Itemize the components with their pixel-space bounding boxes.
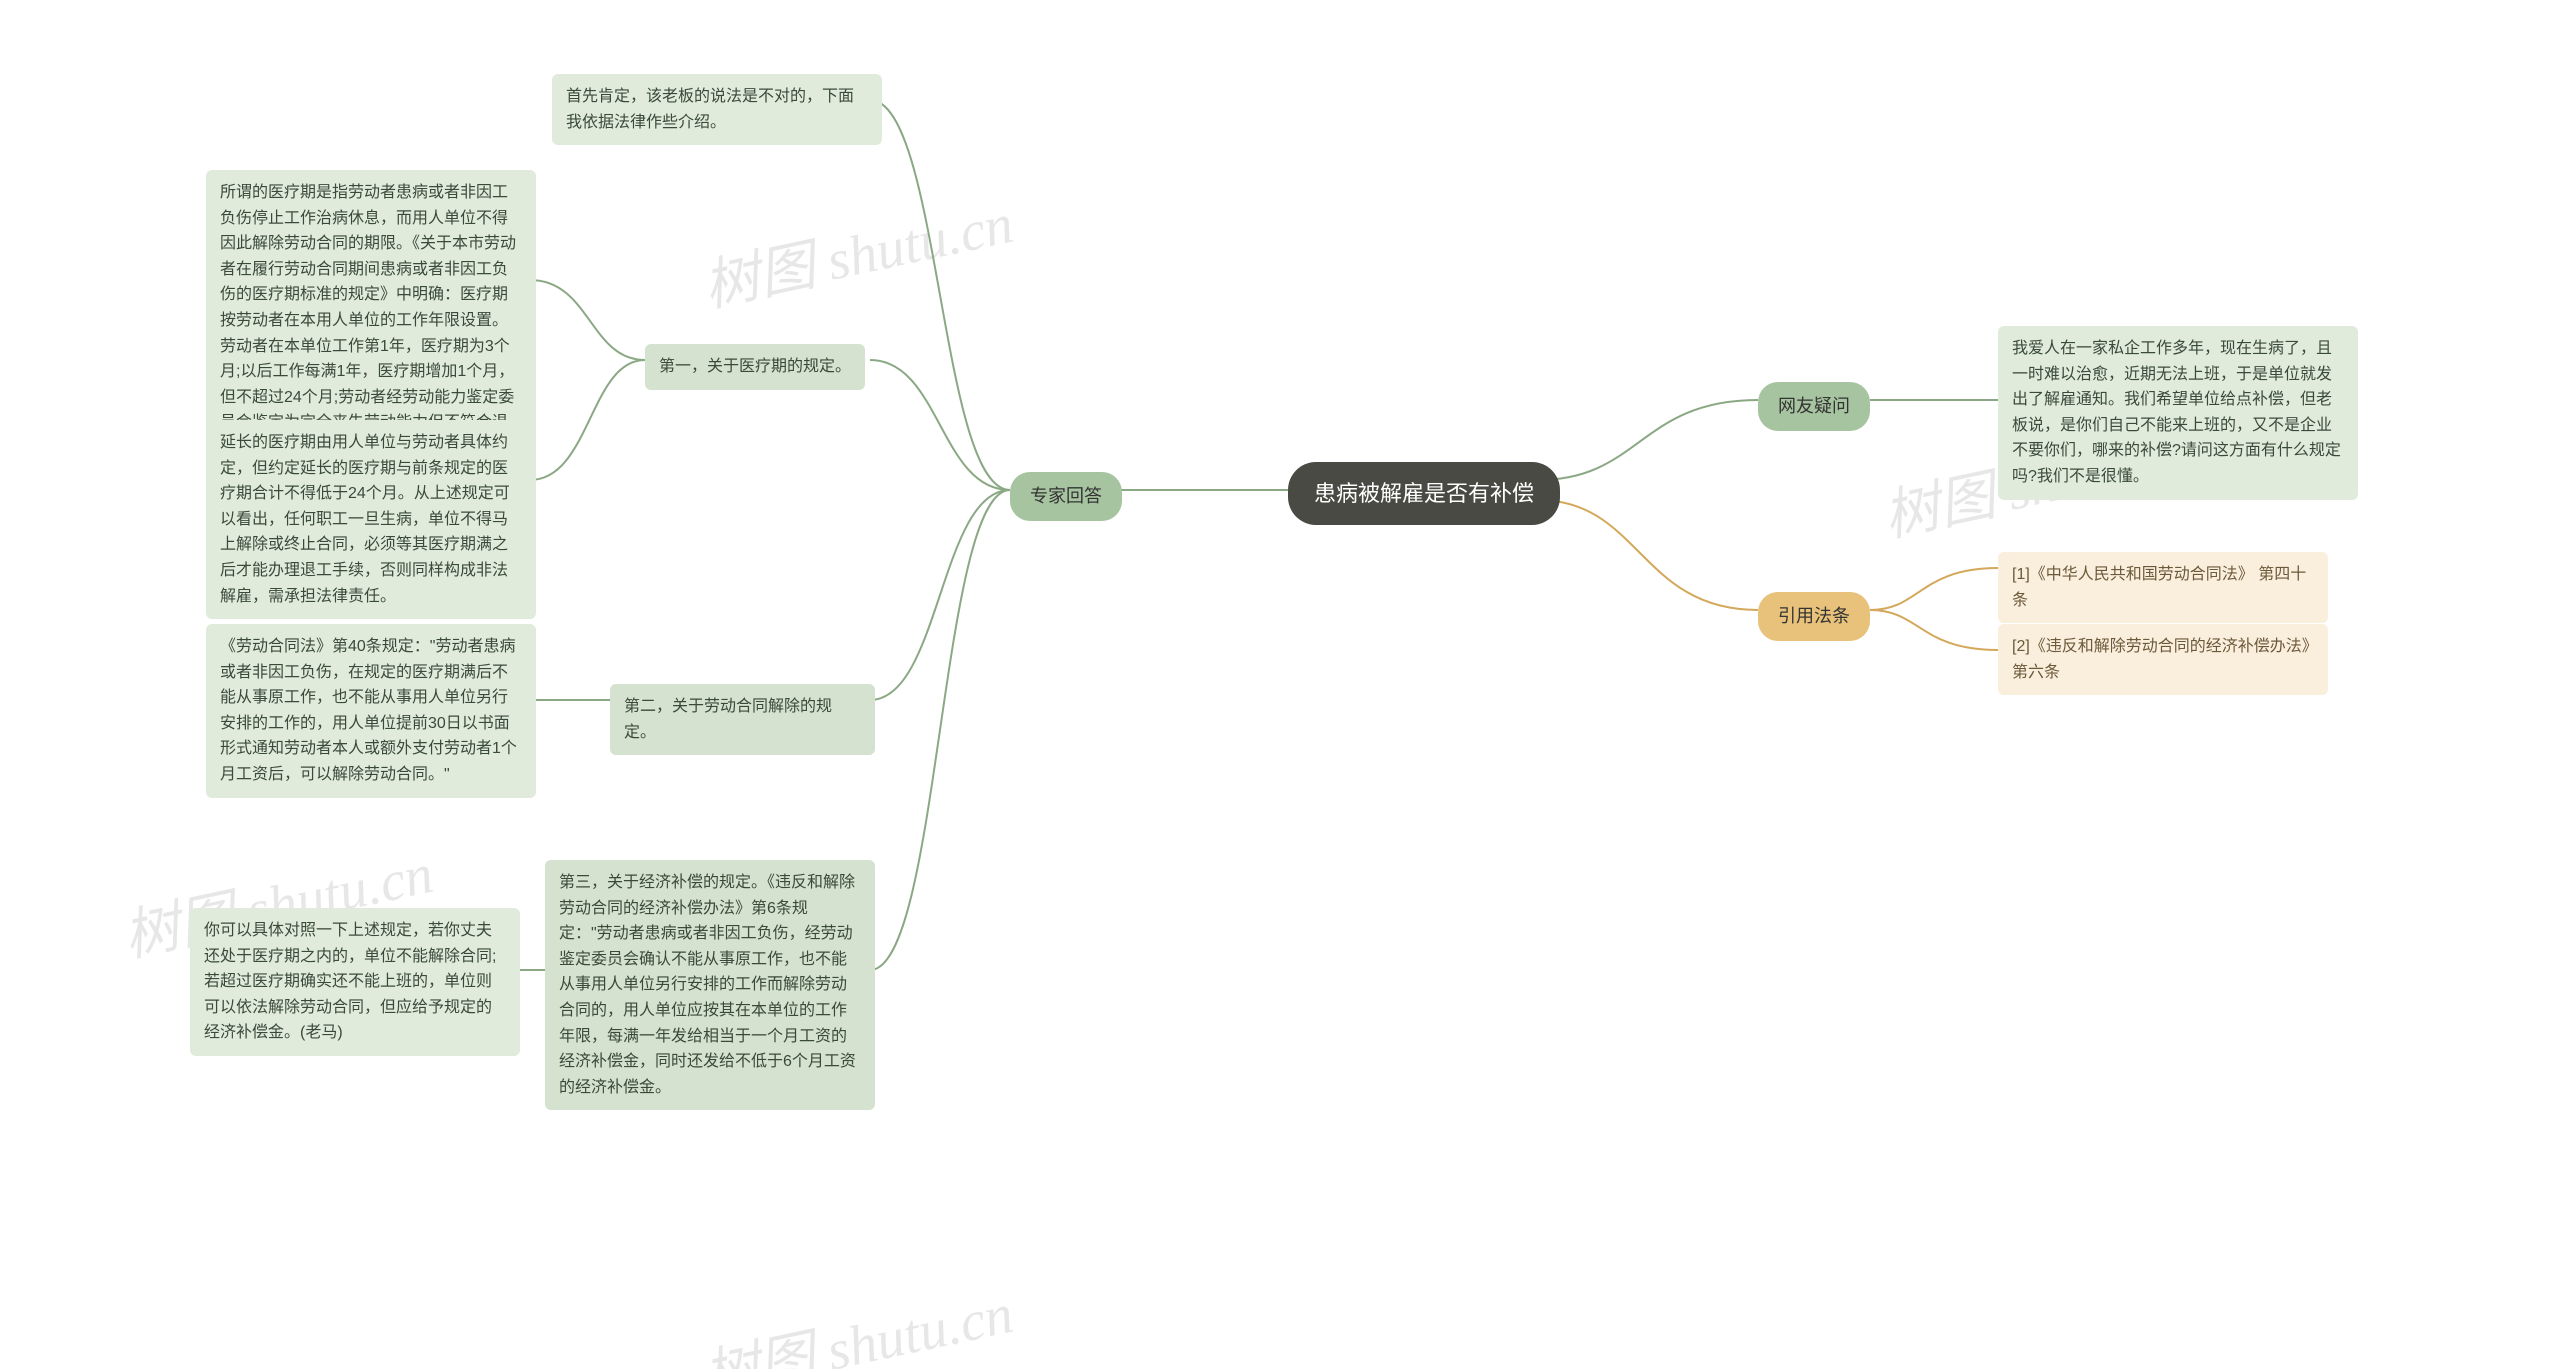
watermark: 树图 shutu.cn xyxy=(695,178,1019,323)
expert-intro: 首先肯定，该老板的说法是不对的，下面我依据法律作些介绍。 xyxy=(552,74,882,145)
branch-question[interactable]: 网友疑问 xyxy=(1758,382,1870,431)
branch-expert[interactable]: 专家回答 xyxy=(1010,472,1122,521)
expert-p1-label: 第一，关于医疗期的规定。 xyxy=(645,344,865,390)
expert-p2-a: 《劳动合同法》第40条规定："劳动者患病或者非因工负伤，在规定的医疗期满后不能从… xyxy=(206,624,536,798)
branch-law[interactable]: 引用法条 xyxy=(1758,592,1870,641)
expert-p3-a: 你可以具体对照一下上述规定，若你丈夫还处于医疗期之内的，单位不能解除合同;若超过… xyxy=(190,908,520,1056)
law-item-2: [2]《违反和解除劳动合同的经济补偿办法》第六条 xyxy=(1998,624,2328,695)
root-node[interactable]: 患病被解雇是否有补偿 xyxy=(1288,462,1560,525)
expert-p2-label: 第二，关于劳动合同解除的规定。 xyxy=(610,684,875,755)
question-content: 我爱人在一家私企工作多年，现在生病了，且一时难以治愈，近期无法上班，于是单位就发… xyxy=(1998,326,2358,500)
law-item-1: [1]《中华人民共和国劳动合同法》 第四十条 xyxy=(1998,552,2328,623)
expert-p1-b: 延长的医疗期由用人单位与劳动者具体约定，但约定延长的医疗期与前条规定的医疗期合计… xyxy=(206,420,536,619)
watermark: 树图 shutu.cn xyxy=(695,1268,1019,1369)
expert-p3-label: 第三，关于经济补偿的规定。《违反和解除劳动合同的经济补偿办法》第6条规定："劳动… xyxy=(545,860,875,1110)
